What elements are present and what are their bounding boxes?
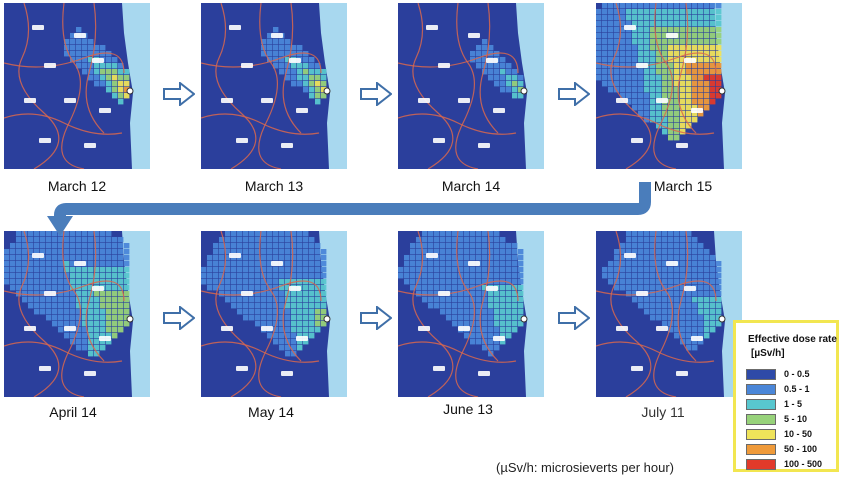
map-panel: [596, 231, 742, 397]
map-svg: [596, 3, 742, 169]
legend-swatch: [746, 384, 776, 395]
caption-march-15: March 15: [653, 178, 713, 194]
map-svg: [596, 231, 742, 397]
map-panel: [201, 3, 347, 169]
map-panel: [4, 231, 150, 397]
flow-arrow-icon: [47, 182, 651, 236]
map-svg: [398, 3, 544, 169]
step-arrow-icon: [558, 82, 590, 106]
caption-march-13: March 13: [244, 178, 304, 194]
map-svg: [398, 231, 544, 397]
step-arrow-icon: [360, 82, 392, 106]
map-svg: [4, 231, 150, 397]
caption-june-13: June 13: [443, 401, 493, 417]
legend-swatch: [746, 399, 776, 410]
caption-march-12: March 12: [47, 178, 107, 194]
map-panel: [4, 3, 150, 169]
caption-july-11: July 11: [641, 404, 685, 420]
caption-march-14: March 14: [441, 178, 501, 194]
legend-swatch: [746, 369, 776, 380]
step-arrow-icon: [163, 82, 195, 106]
map-panel: [201, 231, 347, 397]
step-arrow-icon: [163, 306, 195, 330]
footnote: (µSv/h: microsieverts per hour): [496, 460, 674, 475]
legend-swatch: [746, 444, 776, 455]
caption-april-14: April 14: [49, 404, 97, 420]
map-svg: [4, 3, 150, 169]
map-panel: [398, 3, 544, 169]
legend-unit: [µSv/h]: [751, 348, 785, 359]
step-arrow-icon: [360, 306, 392, 330]
map-panel: [398, 231, 544, 397]
map-panel: [596, 3, 742, 169]
caption-may-14: May 14: [248, 404, 294, 420]
legend-title: Effective dose rate: [748, 334, 837, 345]
legend-swatch: [746, 414, 776, 425]
map-svg: [201, 231, 347, 397]
map-svg: [201, 3, 347, 169]
legend-swatch: [746, 429, 776, 440]
legend: Effective dose rate [µSv/h] 0 - 0.5 0.5 …: [733, 320, 839, 472]
legend-swatch: [746, 459, 776, 470]
step-arrow-icon: [558, 306, 590, 330]
